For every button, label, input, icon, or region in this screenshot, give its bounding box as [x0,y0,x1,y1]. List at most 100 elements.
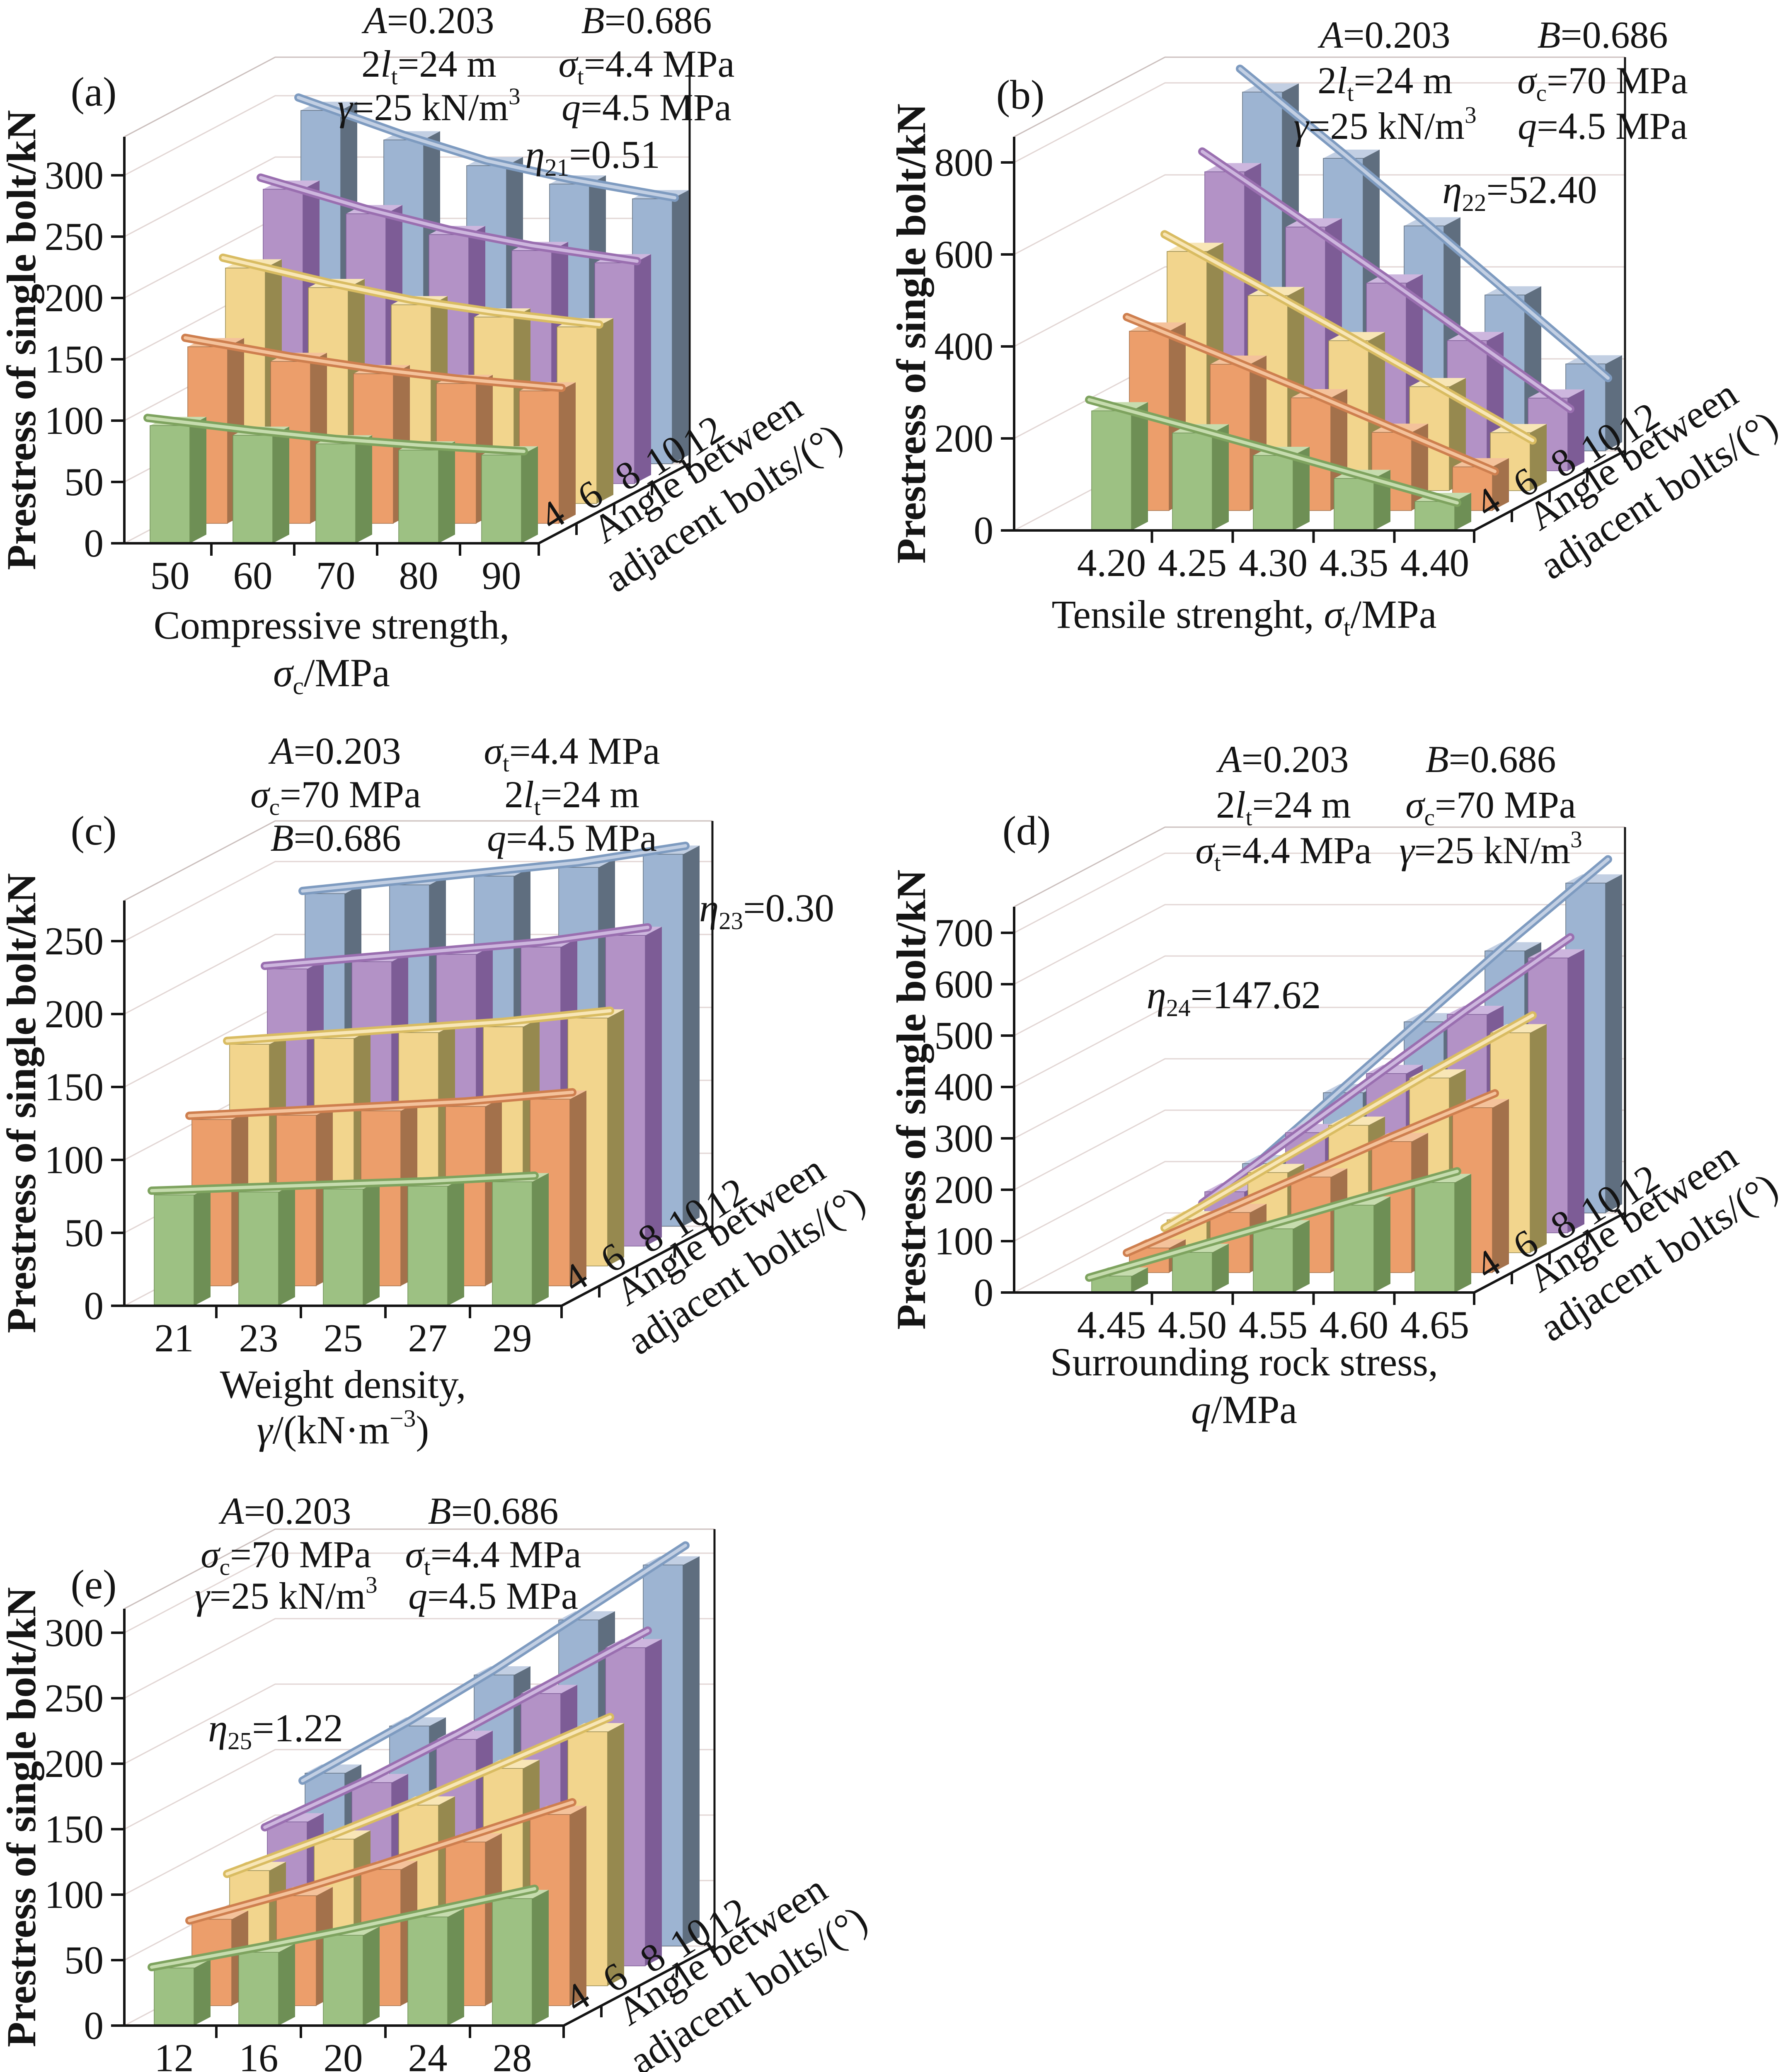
eta-annotation: η25=1.22 [208,1706,343,1755]
bar-row-4deg [1085,395,1471,531]
bar-side [672,190,689,464]
param-annotation: γ=25 kN/m3 [1399,826,1582,871]
x-tick-label: 12 [155,2036,194,2072]
bar-side [448,1177,464,1306]
bar [150,425,190,544]
x-tick-label: 27 [408,1316,448,1360]
bar [154,1968,194,2026]
bar-side [1374,1196,1390,1293]
frame-top [124,1528,714,1610]
x-tick-label: 4.60 [1320,1303,1388,1347]
x-tick-label: 80 [399,554,438,598]
trend-ribbon-highlight [1163,1014,1534,1230]
chart-panel-e: 05010015020025030012162024284681012Caver… [0,1490,875,2072]
gridline [1014,955,1625,1036]
x-tick-label: 28 [493,2036,532,2072]
y-tick-label: 150 [45,337,104,381]
panel-letter: (e) [71,1561,117,1607]
y-tick-label: 400 [935,1065,994,1109]
bar [1253,1228,1293,1293]
panel-letter: (c) [71,808,117,854]
bar-side [363,1180,380,1306]
x-axis-title: σc/MPa [273,651,390,700]
frame [124,1528,716,1946]
x-tick-label: 4.55 [1239,1303,1308,1347]
trend-ribbon-highlight [1125,1092,1497,1255]
trend-ribbon-highlight [150,1174,536,1193]
bar [1091,410,1132,531]
trend-ribbon-highlight [1238,67,1610,380]
bar [492,1898,533,2026]
bar-row-4deg [148,1884,549,2026]
bar [1414,1182,1455,1293]
bar-side [608,1009,624,1266]
frame-top [1014,56,1625,138]
param-annotation: A=0.203 [1317,14,1450,56]
bar-side [532,1890,549,2026]
bar [1172,432,1213,531]
param-annotation: γ=25 kN/m3 [194,1572,377,1617]
trend-ribbon-highlight [225,1009,612,1043]
frame-top [1014,826,1625,908]
param-annotation: q=4.5 MPa [1518,105,1688,147]
x-tick-label: 25 [324,1316,363,1360]
chart-panel-d: 0 100 200 300 400 500 600 700 4.45 4.50 4.55 4.60 4.… [888,738,1780,1432]
y-tick-label: 200 [935,1168,994,1212]
y-tick-label: 100 [45,399,104,443]
y-tick-label: 100 [45,1138,104,1182]
param-annotation: γ=25 kN/m3 [337,83,520,128]
trend-ribbon-highlight [1087,1169,1459,1280]
x-axis-title: Tensile strenght, σt/MPa [1051,592,1436,641]
y-tick-label: 100 [935,1219,994,1263]
y-tick-label: 150 [45,1065,104,1109]
x-tick-label: 60 [233,554,273,598]
x-axis-title: Compressive strength, [154,603,510,647]
bar-row-4deg [148,1172,549,1306]
bar-side [363,1926,380,2026]
trend-ribbon-highlight [301,1544,687,1782]
bar-side [683,1556,700,1946]
param-annotation: q=4.5 MPa [487,817,657,859]
x-tick-label: 4.20 [1077,541,1146,585]
bar-side [1212,1244,1229,1293]
x-axis-title: Surrounding rock stress, [1050,1340,1438,1384]
bar [492,1181,533,1306]
bar-side [1530,1024,1547,1253]
axes [111,137,691,556]
axes [1001,907,1626,1305]
param-annotation: 2lt=24 m [1216,784,1351,830]
bar [1414,501,1455,531]
trend-ribbon-highlight [225,1715,612,1876]
bar-side [645,1639,662,1966]
x-axis-title: γ/(kN·m−3) [257,1405,429,1452]
axes [111,1609,716,2038]
y-tick-label: 100 [45,1873,104,1917]
bar-side [635,254,651,484]
param-annotation: σc=70 MPa [201,1533,371,1580]
x-tick-label: 4.65 [1400,1303,1469,1347]
bar-side [438,441,455,543]
bar [1334,1205,1374,1293]
trend-ribbon-highlight [188,1090,574,1118]
y-tick-label: 50 [64,1938,104,1982]
bar-side [190,416,206,543]
bar [238,1952,279,2026]
y-tick-label: 250 [45,1676,104,1720]
bar [232,435,273,544]
eta-annotation: η24=147.62 [1147,973,1321,1021]
y-tick-label: 600 [935,232,994,276]
bar-side [570,1090,586,1286]
bar-side [1455,1174,1471,1293]
trend-ribbon-highlight [1163,232,1534,442]
y-tick-label: 300 [45,153,104,197]
gridline [1014,174,1625,255]
param-annotation: A=0.203 [361,0,494,41]
trend-ribbon-highlight [1201,150,1572,411]
y-tick-label: 0 [974,1271,994,1314]
y-tick-label: 400 [935,324,994,368]
bar-side [570,1806,586,2006]
bar-side [273,426,289,543]
x-tick-label: 23 [239,1316,279,1360]
